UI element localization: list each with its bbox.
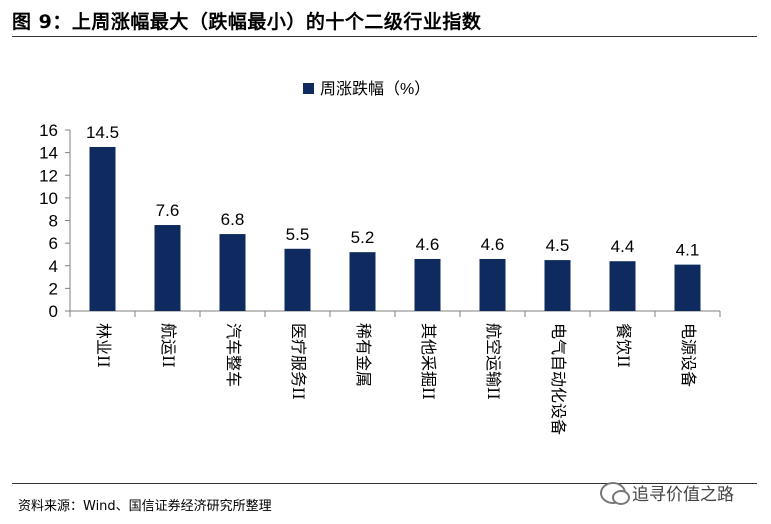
bar <box>674 264 701 311</box>
y-tick-label: 8 <box>49 212 58 231</box>
y-tick-label: 14 <box>39 144 58 163</box>
watermark-text: 追寻价值之路 <box>632 485 734 505</box>
category-label: 航运II <box>159 323 178 368</box>
y-tick-label: 16 <box>39 121 58 140</box>
bar <box>219 234 246 311</box>
wechat-icon <box>600 481 630 505</box>
category-label: 稀有金属 <box>354 323 373 387</box>
data-label: 4.1 <box>676 241 700 260</box>
chart-area: 周涨跌幅（%） 0 2 4 6 8 10 12 14 16 14.5 林业II 7.6 航运II 6.8 汽车… <box>0 40 771 480</box>
legend-swatch <box>303 83 314 94</box>
bar <box>284 248 311 311</box>
category-label: 电气自动化设备 <box>549 323 568 435</box>
bar <box>544 260 571 311</box>
y-tick-label: 6 <box>49 234 58 253</box>
category-label: 航空运输II <box>484 323 503 400</box>
watermark: 追寻价值之路 <box>600 480 734 505</box>
data-label: 4.6 <box>481 235 505 254</box>
category-label: 林业II <box>94 323 113 368</box>
bar <box>349 252 376 311</box>
category-label: 餐饮II <box>614 323 633 368</box>
y-tick-label: 12 <box>39 166 58 185</box>
bar <box>154 225 181 311</box>
data-label: 7.6 <box>156 201 180 220</box>
bar <box>89 146 116 311</box>
footer-divider <box>12 483 757 484</box>
data-label: 5.2 <box>351 228 375 247</box>
category-label: 汽车整车 <box>224 323 243 387</box>
y-tick-label: 4 <box>49 257 58 276</box>
bar <box>479 258 506 311</box>
title-text: 图 9：上周涨幅最大（跌幅最小）的十个二级行业指数 <box>12 11 482 33</box>
chart-title: 图 9：上周涨幅最大（跌幅最小）的十个二级行业指数 <box>12 8 757 37</box>
data-label: 4.5 <box>546 236 570 255</box>
data-label: 6.8 <box>221 210 245 229</box>
bar <box>414 258 441 311</box>
bar <box>609 261 636 311</box>
y-tick-label: 10 <box>39 189 58 208</box>
data-label: 4.6 <box>416 235 440 254</box>
legend-label: 周涨跌幅（%） <box>320 80 430 98</box>
category-label: 医疗服务II <box>289 323 308 400</box>
y-tick-label: 2 <box>49 279 58 298</box>
y-tick-label: 0 <box>49 302 58 321</box>
category-label: 电源设备 <box>679 323 698 387</box>
data-label: 4.4 <box>611 237 635 256</box>
bar-chart: 周涨跌幅（%） 0 2 4 6 8 10 12 14 16 14.5 林业II 7.6 航运II 6.8 汽车… <box>39 80 721 435</box>
category-label: 其他采掘II <box>419 323 438 400</box>
data-label: 5.5 <box>286 225 310 244</box>
source-note: 资料来源：Wind、国信证券经济研究所整理 <box>18 499 272 514</box>
data-label: 14.5 <box>86 123 119 142</box>
